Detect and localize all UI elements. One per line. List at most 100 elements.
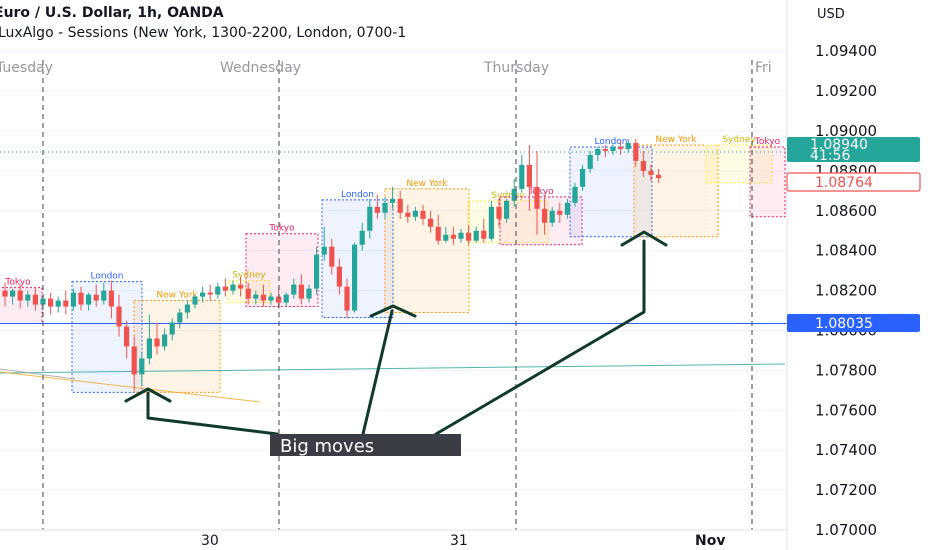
candle-body xyxy=(17,290,23,301)
candle-body xyxy=(526,164,532,187)
candle-body xyxy=(374,206,380,213)
arrowhead-3 xyxy=(620,230,668,247)
level-price-badge xyxy=(787,314,920,332)
candle-body xyxy=(131,346,137,375)
candle-body xyxy=(215,286,221,295)
candle-body xyxy=(48,298,54,307)
candle-body xyxy=(25,294,31,301)
current-price-value: 1.08940 xyxy=(810,137,868,153)
session-label: Tokyo xyxy=(268,224,295,234)
candle-body xyxy=(595,148,601,155)
big-moves-annotation xyxy=(124,230,668,436)
session-box xyxy=(569,146,653,238)
candle-body xyxy=(610,146,616,151)
y-tick-label: 1.07600 xyxy=(815,401,877,419)
candle-body xyxy=(488,206,494,239)
candle-body xyxy=(640,160,646,171)
candle-body xyxy=(496,206,502,219)
candle-body xyxy=(428,218,434,227)
annotation-label: Big moves xyxy=(280,436,374,457)
candle-body xyxy=(93,294,99,301)
y-tick-label: 1.07800 xyxy=(815,361,877,379)
session-box xyxy=(749,146,786,218)
candle-body xyxy=(534,186,540,209)
candle-body xyxy=(549,210,555,223)
session-label: Sydney xyxy=(491,191,525,201)
candle-body xyxy=(78,292,84,305)
last-price-value: 1.08764 xyxy=(815,175,873,191)
y-tick-label: 1.08200 xyxy=(815,282,877,300)
candle-body xyxy=(55,300,61,307)
y-tick-label: 1.07000 xyxy=(815,521,877,539)
candle-body xyxy=(367,206,373,231)
candle-body xyxy=(200,292,206,297)
candle-body xyxy=(245,288,251,299)
candle-body xyxy=(139,358,145,375)
candle-body xyxy=(306,288,312,299)
candle-body xyxy=(359,230,365,245)
candle-body xyxy=(314,254,320,289)
candle-body xyxy=(162,334,168,347)
candle-body xyxy=(511,188,517,201)
candle-body xyxy=(207,292,213,295)
candle-body xyxy=(519,164,525,189)
y-tick-label: 1.08400 xyxy=(815,242,877,260)
session-box xyxy=(705,144,773,184)
candle-body xyxy=(466,232,472,241)
candle-body xyxy=(253,294,259,299)
candle-body xyxy=(458,232,464,239)
candle-body xyxy=(633,142,639,161)
candle-body xyxy=(557,210,563,215)
arrow-2 xyxy=(361,309,394,436)
current-price-badge xyxy=(787,137,920,162)
price-scale[interactable] xyxy=(787,0,932,550)
candle-body xyxy=(352,244,358,311)
candle-body xyxy=(86,294,92,305)
candle-body xyxy=(618,146,624,149)
candle-body xyxy=(177,312,183,323)
session-label: New York xyxy=(156,291,198,301)
y-tick-label: 1.07400 xyxy=(815,441,877,459)
candle-body xyxy=(390,198,396,203)
candle-body xyxy=(443,234,449,241)
session-label: London xyxy=(595,137,628,147)
candle-body xyxy=(192,296,198,305)
chart-title: Euro / U.S. Dollar, 1h, OANDA xyxy=(0,5,224,21)
candle-body xyxy=(412,210,418,217)
candle-body xyxy=(146,338,152,359)
candle-body xyxy=(276,296,282,303)
candle-body xyxy=(344,286,350,311)
countdown-timer: 41:56 xyxy=(810,148,850,164)
gray-trend-line xyxy=(0,368,76,380)
y-tick-label: 1.09200 xyxy=(815,82,877,100)
candle-body xyxy=(230,284,236,291)
last-price-badge xyxy=(786,172,921,192)
level-price-value: 1.08035 xyxy=(815,316,873,332)
candle-body xyxy=(40,298,46,305)
candle-body xyxy=(70,292,76,307)
candle-body xyxy=(625,142,631,149)
candle-body xyxy=(154,338,160,347)
y-tick-label: 1.08600 xyxy=(815,202,877,220)
arrow-1 xyxy=(146,391,279,436)
session-box xyxy=(633,144,719,238)
session-label: London xyxy=(91,272,124,282)
currency-label[interactable]: USD xyxy=(817,7,845,22)
session-label: Sydney xyxy=(232,271,266,281)
candle-body xyxy=(481,230,487,239)
price-lines xyxy=(0,151,787,325)
session-label: Tokyo xyxy=(754,137,781,147)
candle-body xyxy=(184,304,190,313)
candle-body xyxy=(10,290,16,297)
candle-body xyxy=(108,290,114,307)
day-label-thursday: Thursday xyxy=(483,60,549,76)
candle-body xyxy=(587,154,593,169)
session-label: Tokyo xyxy=(4,278,31,288)
x-tick-30: 30 xyxy=(201,533,219,549)
session-label: London xyxy=(341,190,374,200)
candle-body xyxy=(63,300,69,307)
